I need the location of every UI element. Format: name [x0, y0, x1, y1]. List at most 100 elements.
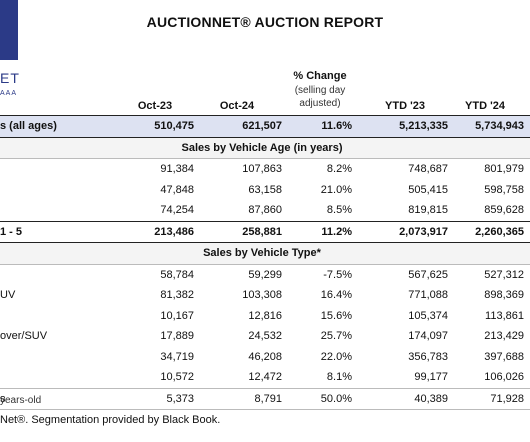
cell-oct24: 59,299: [248, 268, 282, 281]
cell-oct23: 47,848: [160, 183, 194, 196]
row-label: 1 - 5: [0, 220, 116, 243]
header-pct-sub1: (selling day: [294, 85, 346, 96]
cell-ytd23: 748,687: [408, 163, 448, 176]
cell-ytd23: 99,177: [414, 371, 448, 384]
section-header-type: Sales by Vehicle Type*: [0, 242, 530, 265]
row-label: s: [0, 387, 116, 410]
cell-ytd24: 397,688: [484, 350, 524, 363]
cell-oct23: 10,167: [160, 309, 194, 322]
cell-ytd24: 801,979: [484, 163, 524, 176]
cell-ytd24: 898,369: [484, 289, 524, 302]
header-ytd24: YTD '24: [465, 100, 505, 112]
row-label: UV: [0, 289, 16, 302]
cell-pct: 21.0%: [320, 183, 352, 196]
cell-ytd23: 5,213,335: [358, 115, 454, 138]
cell-oct23: 81,382: [160, 289, 194, 302]
cell-ytd23: 356,783: [408, 350, 448, 363]
cell-oct24: 8,791: [200, 387, 288, 410]
row-label: [0, 347, 116, 368]
table-row: 10,572 12,472 8.1% 99,177 106,026: [0, 367, 530, 388]
cell-ytd23: 819,815: [408, 204, 448, 217]
cell-ytd23: 174,097: [408, 330, 448, 343]
cell-ytd24: 71,928: [454, 387, 530, 410]
row-label: [0, 200, 116, 221]
header-oct24: Oct-24: [219, 100, 255, 112]
row-label: [0, 306, 116, 327]
cell-oct23: 10,572: [160, 371, 194, 384]
cell-pct: 11.6%: [288, 115, 358, 138]
cell-oct24: 87,860: [248, 204, 282, 217]
cell-oct23: 5,373: [116, 387, 200, 410]
cell-pct: 11.2%: [288, 220, 358, 243]
cell-pct: -7.5%: [323, 268, 352, 281]
cell-pct: 15.6%: [320, 309, 352, 322]
cell-ytd23: 105,374: [408, 309, 448, 322]
cell-oct23: 213,486: [116, 220, 200, 243]
cell-oct23: 58,784: [160, 268, 194, 281]
table-row: 47,848 63,158 21.0% 505,415 598,758: [0, 180, 530, 201]
cell-ytd24: 2,260,365: [454, 220, 530, 243]
row-label: [0, 367, 116, 388]
cell-pct: 8.2%: [326, 163, 352, 176]
cell-oct23: 34,719: [160, 350, 194, 363]
cell-oct24: 12,472: [248, 371, 282, 384]
cell-pct: 8.1%: [326, 371, 352, 384]
cell-oct24: 621,507: [200, 115, 288, 138]
cell-ytd24: 859,628: [484, 204, 524, 217]
cell-ytd24: 113,861: [485, 309, 524, 322]
cell-oct23: 74,254: [160, 204, 194, 217]
report-title: AUCTIONNET® AUCTION REPORT: [146, 14, 384, 30]
cell-ytd23: 771,088: [408, 289, 448, 302]
cell-oct23: 510,475: [116, 115, 200, 138]
header-pct-change: % Change: [293, 70, 347, 82]
row-label: [0, 159, 116, 180]
section-header-age: Sales by Vehicle Age (in years): [0, 136, 530, 159]
cell-ytd24: 598,758: [484, 183, 524, 196]
cell-ytd24: 213,429: [484, 330, 524, 343]
table-row: 10,167 12,816 15.6% 105,374 113,861: [0, 306, 530, 327]
cell-oct24: 258,881: [200, 220, 288, 243]
cell-oct24: 63,158: [248, 183, 282, 196]
cell-pct: 50.0%: [288, 387, 358, 410]
table-row-total-all-ages: s (all ages) 510,475 621,507 11.6% 5,213…: [0, 115, 530, 138]
table-row-age-total: 1 - 5 213,486 258,881 11.2% 2,073,917 2,…: [0, 220, 530, 243]
header-ytd23: YTD '23: [385, 100, 425, 112]
row-label: s (all ages): [0, 115, 116, 138]
cell-oct24: 103,308: [242, 289, 282, 302]
section-title: Sales by Vehicle Age (in years): [0, 136, 530, 159]
cell-ytd24: 106,026: [484, 371, 524, 384]
cell-oct24: 46,208: [248, 350, 282, 363]
logo-mark: [0, 0, 18, 60]
auction-report-table: s (all ages) 510,475 621,507 11.6% 5,213…: [0, 115, 530, 410]
cell-oct24: 12,816: [248, 309, 282, 322]
table-row: 58,784 59,299 -7.5% 567,625 527,312: [0, 264, 530, 285]
logo-subtext: AAA: [0, 90, 18, 97]
cell-pct: 25.7%: [320, 330, 352, 343]
footnote-age: years-old: [0, 395, 42, 406]
cell-ytd23: 2,073,917: [358, 220, 454, 243]
table-row: over/SUV 17,889 24,532 25.7% 174,097 213…: [0, 326, 530, 347]
header-oct23: Oct-23: [137, 100, 173, 112]
cell-oct24: 107,863: [242, 163, 282, 176]
section-title: Sales by Vehicle Type*: [0, 242, 530, 265]
cell-pct: 16.4%: [320, 289, 352, 302]
cell-ytd23: 40,389: [358, 387, 454, 410]
cell-oct23: 17,889: [160, 330, 194, 343]
header-pct-sub2: adjusted): [299, 98, 341, 109]
cell-pct: 8.5%: [326, 204, 352, 217]
cell-oct23: 91,384: [160, 163, 194, 176]
table-row: UV 81,382 103,308 16.4% 771,088 898,369: [0, 285, 530, 306]
row-label: over/SUV: [0, 330, 48, 343]
cell-ytd24: 527,312: [484, 268, 524, 281]
table-row: 91,384 107,863 8.2% 748,687 801,979: [0, 159, 530, 180]
table-row-last: s 5,373 8,791 50.0% 40,389 71,928: [0, 387, 530, 410]
cell-oct24: 24,532: [248, 330, 282, 343]
cell-pct: 22.0%: [320, 350, 352, 363]
row-label: [0, 264, 116, 285]
table-row: 34,719 46,208 22.0% 356,783 397,688: [0, 347, 530, 368]
cell-ytd23: 567,625: [408, 268, 448, 281]
row-label: [0, 180, 116, 201]
cell-ytd24: 5,734,943: [454, 115, 530, 138]
logo-text: ET: [0, 70, 20, 86]
footnote-source: Net®. Segmentation provided by Black Boo…: [0, 414, 221, 426]
